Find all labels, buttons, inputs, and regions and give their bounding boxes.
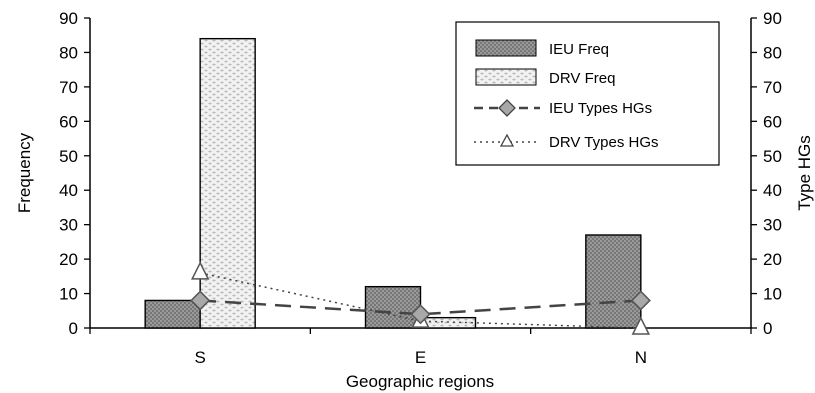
left-tick-label: 30 (59, 216, 78, 235)
legend: IEU Freq DRV Freq IEU Types HGs DRV Type… (455, 21, 720, 166)
right-tick-label: 90 (763, 9, 782, 28)
x-tick-label-s: S (194, 348, 205, 367)
bars (144, 37, 642, 329)
legend-swatch-drv-freq (475, 68, 537, 86)
x-tick-label-e: E (415, 348, 426, 367)
marker-ieu-types-e (410, 304, 431, 325)
marker-drv-types-s (190, 261, 210, 280)
right-tick-label: 60 (763, 112, 782, 131)
marker-ieu-types-s (190, 290, 211, 311)
right-tick-label: 30 (763, 216, 782, 235)
y2-axis-title: Type HGs (795, 135, 814, 211)
right-tick-label: 10 (763, 285, 782, 304)
legend-label-ieu-freq: IEU Freq (549, 41, 609, 58)
x-axis-title: Geographic regions (346, 372, 494, 391)
bar-ieu-freq-s (144, 299, 201, 329)
legend-label-drv-types: DRV Types HGs (549, 134, 658, 151)
right-tick-label: 50 (763, 147, 782, 166)
bar-drv-freq-s (199, 37, 256, 329)
left-tick-label: 20 (59, 250, 78, 269)
left-tick-label: 0 (69, 319, 78, 338)
right-y-ticks: 0 10 20 30 40 50 60 70 80 90 (751, 9, 782, 338)
y-axis-title: Frequency (15, 132, 34, 213)
legend-swatch-ieu-freq (475, 39, 537, 57)
legend-label-drv-freq: DRV Freq (549, 70, 615, 87)
left-tick-label: 40 (59, 181, 78, 200)
left-tick-label: 80 (59, 43, 78, 62)
marker-drv-types-n (631, 316, 651, 335)
marker-ieu-types-n (630, 290, 651, 311)
right-tick-label: 0 (763, 319, 772, 338)
left-tick-label: 90 (59, 9, 78, 28)
right-tick-label: 20 (763, 250, 782, 269)
left-tick-label: 60 (59, 112, 78, 131)
right-tick-label: 40 (763, 181, 782, 200)
line-drv-types-hgs (200, 272, 641, 329)
left-tick-label: 70 (59, 78, 78, 97)
series-lines (190, 261, 651, 335)
right-tick-label: 70 (763, 78, 782, 97)
legend-marker-drv-types (499, 133, 515, 147)
left-tick-label: 10 (59, 285, 78, 304)
left-y-ticks: 0 10 20 30 40 50 60 70 80 90 (59, 9, 90, 338)
bar-ieu-freq-n (585, 234, 642, 329)
right-tick-label: 80 (763, 43, 782, 62)
left-tick-label: 50 (59, 147, 78, 166)
bar-ieu-freq-e (364, 285, 422, 329)
x-tick-label-n: N (635, 348, 647, 367)
legend-label-ieu-types: IEU Types HGs (549, 100, 652, 117)
legend-marker-ieu-types (498, 99, 516, 117)
